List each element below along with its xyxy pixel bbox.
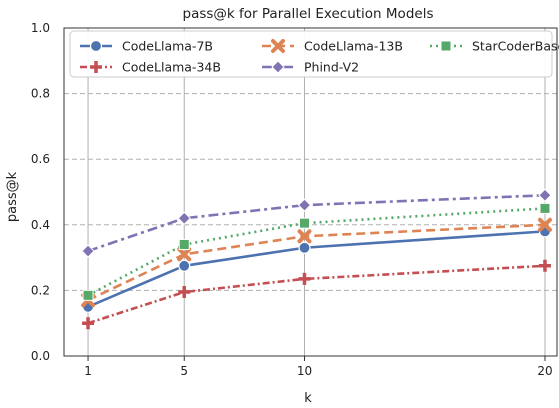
- legend-marker-3: [441, 41, 451, 51]
- legend-label-2: CodeLlama-13B: [304, 39, 403, 54]
- legend-label-3: StarCoderBase: [472, 39, 559, 54]
- y-tick-label: 0.2: [31, 283, 50, 297]
- data-point-1: [179, 260, 190, 271]
- data-point-1: [299, 242, 310, 253]
- x-axis-title: k: [304, 391, 312, 406]
- y-tick-label: 0.6: [31, 152, 50, 166]
- data-point-3: [540, 203, 550, 213]
- x-tick-label: 10: [297, 364, 312, 378]
- chart-title: pass@k for Parallel Execution Models: [183, 6, 434, 22]
- y-tick-label: 0.4: [31, 218, 50, 232]
- y-tick-label: 0.0: [31, 349, 50, 363]
- legend-label-1: CodeLlama-7B: [122, 39, 213, 54]
- data-point-3: [83, 290, 93, 300]
- data-point-3: [299, 218, 309, 228]
- legend-marker-1: [91, 41, 102, 52]
- y-axis-title: pass@k: [5, 171, 20, 222]
- legend-label-4: CodeLlama-34B: [122, 60, 221, 75]
- x-tick-label: 5: [180, 364, 188, 378]
- data-point-3: [179, 239, 189, 249]
- legend-label-5: Phind-V2: [304, 60, 359, 75]
- y-tick-label: 0.8: [31, 87, 50, 101]
- y-tick-label: 1.0: [31, 21, 50, 35]
- x-tick-label: 1: [84, 364, 92, 378]
- x-tick-label: 20: [537, 364, 552, 378]
